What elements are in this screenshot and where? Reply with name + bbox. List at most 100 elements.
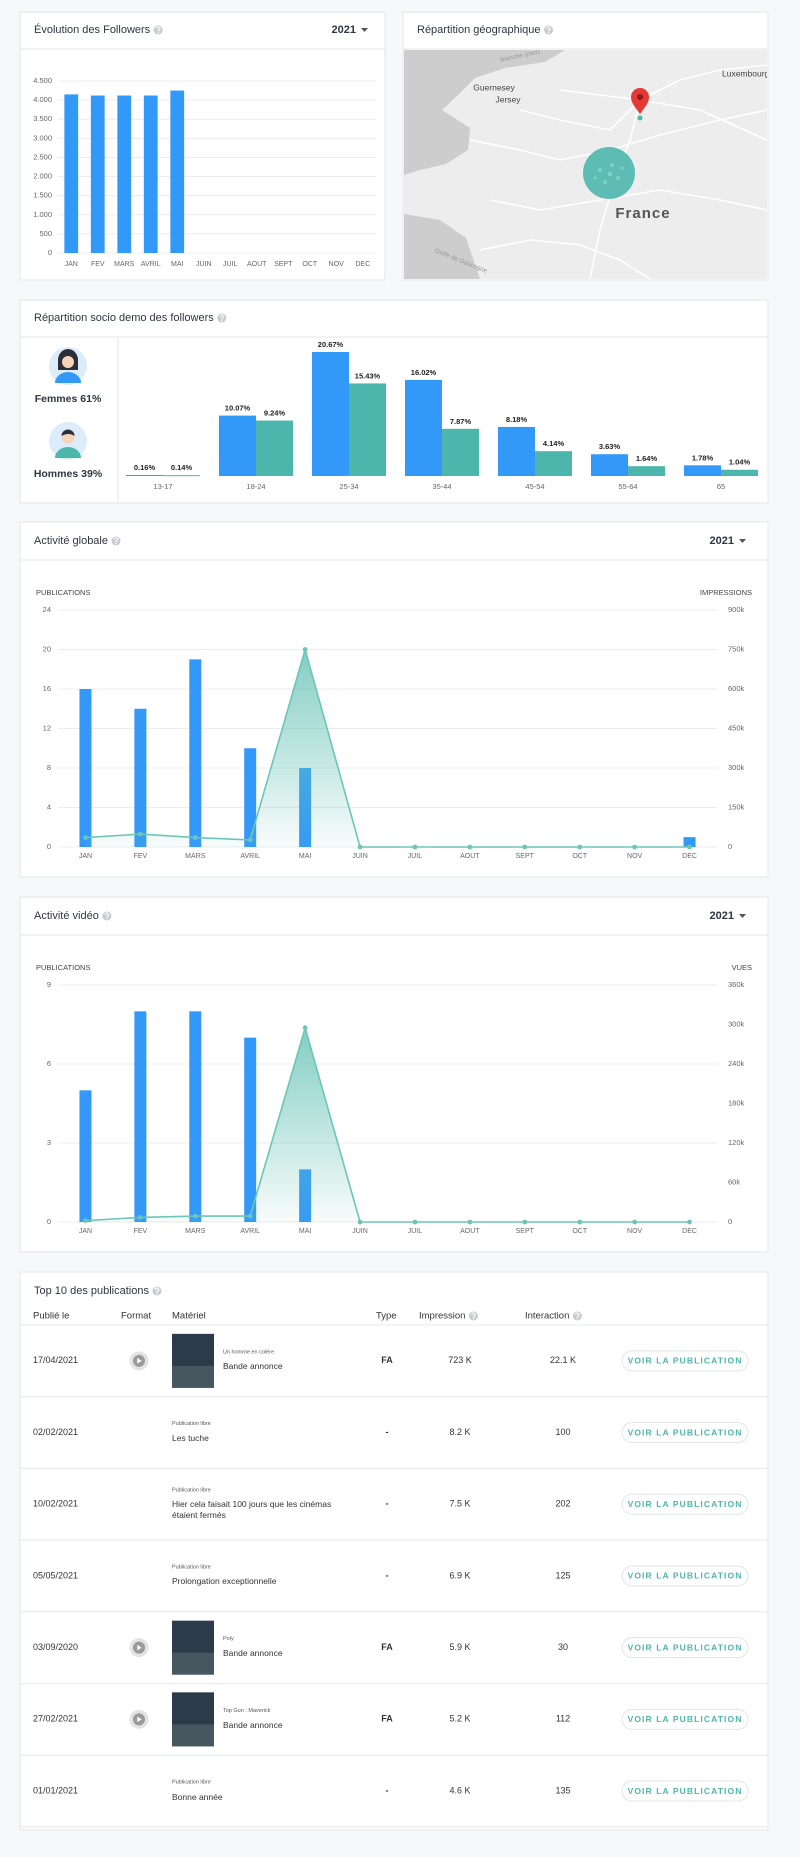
cell-interaction: 30 (558, 1642, 568, 1652)
action-button[interactable] (621, 1637, 749, 1659)
y2-tick-label: 0 (728, 1217, 732, 1226)
x-tick-label: JAN (79, 1228, 92, 1235)
cell-date: 03/09/2020 (33, 1642, 78, 1652)
avatar-hommes (49, 422, 87, 460)
bar (79, 1090, 92, 1222)
column-header: Publié le (33, 1311, 69, 1322)
x-tick-label: MAI (299, 853, 312, 860)
x-tick-label: FEV (134, 1228, 148, 1235)
panel (19, 11, 386, 281)
cell-subtitle: Publication libre (172, 1488, 211, 1494)
cell-interaction: 100 (555, 1427, 570, 1437)
x-tick-label: MAI (171, 261, 184, 268)
value-label: 10.07% (225, 404, 251, 413)
y2-tick-label: 180k (728, 1098, 745, 1107)
bar (442, 428, 479, 476)
action-button[interactable] (621, 1493, 749, 1515)
year-selector[interactable]: 2021 (332, 24, 356, 36)
cell-date: 05/05/2021 (33, 1570, 78, 1580)
bar (189, 1011, 202, 1222)
line-point (687, 1219, 692, 1225)
y-tick-label: 2.000 (33, 172, 52, 181)
line-point (247, 1213, 253, 1219)
line-point (412, 1219, 418, 1225)
thumbnail-shade (172, 1652, 214, 1675)
action-button[interactable] (621, 1350, 749, 1372)
x-tick-label: FEV (134, 853, 148, 860)
cell-interaction: 22.1 K (550, 1355, 576, 1365)
format-icon-play (137, 1716, 142, 1723)
cell-title: Les tuche (172, 1433, 209, 1444)
cell-title: Hier cela faisait 100 jours que les ciné… (172, 1499, 332, 1521)
cell-impression: 5.9 K (449, 1642, 470, 1652)
x-tick-label: MAI (299, 1228, 312, 1235)
cell-subtitle: Top Gun : Maverick (223, 1708, 271, 1714)
x-tick-label: MARS (114, 261, 135, 268)
line-point (192, 1213, 198, 1219)
value-label: 1.64% (636, 454, 658, 463)
map-sea (404, 50, 565, 175)
value-label: 4.14% (543, 439, 565, 448)
cell-type: - (386, 1427, 389, 1437)
column-header[interactable]: Impression (419, 1311, 465, 1322)
y-tick-label: 4.000 (33, 95, 52, 104)
y2-tick-label: 120k (728, 1138, 745, 1147)
column-header[interactable]: Interaction (525, 1311, 569, 1322)
map-sea (404, 214, 480, 279)
cell-type: - (386, 1499, 389, 1509)
line-point (137, 1214, 143, 1220)
cell-impression: 5.2 K (449, 1714, 470, 1724)
x-tick-label: FEV (91, 261, 105, 268)
action-label[interactable]: VOIR LA PUBLICATION (628, 1571, 743, 1581)
cell-interaction: 202 (555, 1499, 570, 1509)
action-label[interactable]: VOIR LA PUBLICATION (628, 1786, 743, 1796)
column-header: Format (121, 1311, 151, 1322)
y-tick-label: 8 (47, 763, 51, 772)
help-glyph (546, 26, 551, 32)
line-point (467, 1219, 473, 1225)
y-tick-label: 3 (47, 1138, 51, 1147)
bar (163, 475, 200, 477)
cell-type: FA (381, 1355, 393, 1365)
gender-share: 39% (81, 468, 103, 480)
x-tick-label: 18-24 (246, 482, 265, 491)
thumbnail-shade (172, 1365, 214, 1388)
value-label: 16.02% (411, 368, 437, 377)
panel-title: Activité vidéo (34, 910, 99, 922)
y-tick-label: 4.500 (33, 76, 52, 85)
y-tick-label: 16 (43, 684, 51, 693)
value-label: 7.87% (450, 417, 472, 426)
action-label[interactable]: VOIR LA PUBLICATION (628, 1356, 743, 1366)
x-tick-label: JUIN (196, 261, 212, 268)
action-label[interactable]: VOIR LA PUBLICATION (628, 1642, 743, 1652)
year-selector[interactable]: 2021 (710, 535, 734, 547)
line (85, 646, 690, 848)
cell-title: Bonne année (172, 1791, 223, 1802)
action-button[interactable] (621, 1780, 749, 1802)
year-selector[interactable]: 2021 (710, 910, 734, 922)
value-label: 8.18% (506, 415, 528, 424)
x-tick-label: 65 (717, 482, 725, 491)
action-label[interactable]: VOIR LA PUBLICATION (628, 1427, 743, 1437)
cell-date: 01/01/2021 (33, 1785, 78, 1795)
y2-tick-label: 240k (728, 1059, 745, 1068)
bar (535, 451, 572, 476)
action-button[interactable] (621, 1708, 749, 1730)
gender-name: Hommes (34, 468, 79, 480)
x-tick-label: AOUT (460, 1228, 480, 1235)
y-tick-label: 0 (47, 1217, 51, 1226)
cell-impression: 4.6 K (449, 1785, 470, 1795)
sort-caret (361, 28, 368, 32)
x-tick-label: NOV (627, 853, 643, 860)
line-point (467, 844, 473, 850)
line-point (632, 1219, 638, 1225)
action-label[interactable]: VOIR LA PUBLICATION (628, 1499, 743, 1509)
action-button[interactable] (621, 1565, 749, 1587)
help-glyph (219, 314, 224, 320)
action-label[interactable]: VOIR LA PUBLICATION (628, 1714, 743, 1724)
x-tick-label: NOV (329, 261, 345, 268)
y-axis-title: PUBLICATIONS (36, 963, 90, 972)
action-button[interactable] (621, 1422, 749, 1444)
bar (683, 837, 696, 847)
